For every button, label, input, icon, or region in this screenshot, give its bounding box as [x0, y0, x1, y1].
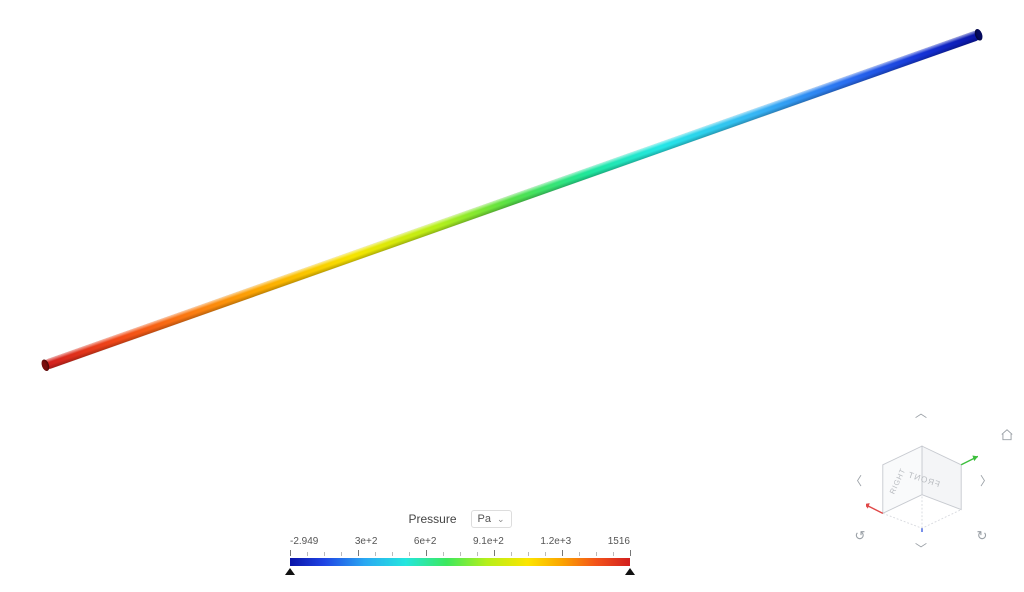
legend-major-tick: [630, 550, 631, 556]
legend-tick-label: -2.949: [290, 536, 318, 547]
legend-tick-label: 9.1e+2: [473, 536, 504, 547]
orbit-left-button[interactable]: 〈: [848, 472, 864, 488]
view-cube[interactable]: FRONT RIGHT TOP x y z: [866, 420, 978, 532]
legend-minor-tick: [409, 552, 410, 556]
chevron-down-icon: ⌄: [497, 514, 505, 525]
legend-minor-tick: [392, 552, 393, 556]
legend-minor-tick: [341, 552, 342, 556]
legend-minor-tick: [477, 552, 478, 556]
legend-minor-tick: [307, 552, 308, 556]
unit-select-value: Pa: [478, 513, 491, 525]
legend-minor-tick: [324, 552, 325, 556]
unit-select[interactable]: Pa ⌄: [471, 510, 512, 528]
legend-tick-label: 1.2e+3: [540, 536, 571, 547]
legend-minor-tick: [596, 552, 597, 556]
legend-title: Pressure: [408, 512, 456, 526]
legend-major-tick: [290, 550, 291, 556]
legend-minor-tick: [545, 552, 546, 556]
home-view-button[interactable]: [980, 418, 996, 434]
viewport-3d[interactable]: Pressure Pa ⌄ -2.949 3e+2 6e+2 9.1e+2 1.2e+3…: [0, 0, 1024, 592]
pipe-surface: [44, 30, 981, 370]
legend-major-tick: [494, 550, 495, 556]
axis-z-label: z: [926, 531, 930, 532]
pipe-geometry[interactable]: [44, 30, 981, 370]
legend-minor-tick: [528, 552, 529, 556]
legend-minor-tick: [375, 552, 376, 556]
legend-tick-labels: -2.949 3e+2 6e+2 9.1e+2 1.2e+3 1516: [290, 536, 630, 547]
legend-header: Pressure Pa ⌄: [290, 510, 630, 528]
orientation-gizmo: ︿ ﹀ 〈 〉 ↺ ↻ FRONT RI: [846, 410, 996, 550]
legend-minor-tick: [579, 552, 580, 556]
orbit-down-button[interactable]: ﹀: [913, 540, 929, 556]
legend-major-tick: [562, 550, 563, 556]
legend-range-handle-max[interactable]: [625, 568, 635, 575]
orbit-right-button[interactable]: 〉: [978, 472, 994, 488]
legend-minor-tick: [511, 552, 512, 556]
legend-tick-label: 3e+2: [355, 536, 378, 547]
legend-major-tick: [426, 550, 427, 556]
legend-bar-wrap: [290, 558, 630, 566]
legend-major-tick: [358, 550, 359, 556]
legend-minor-tick: [613, 552, 614, 556]
legend-minor-tick: [460, 552, 461, 556]
home-icon: [1000, 428, 1014, 442]
legend-gradient-bar[interactable]: [290, 558, 630, 566]
color-legend: Pressure Pa ⌄ -2.949 3e+2 6e+2 9.1e+2 1.2e+3…: [290, 510, 630, 566]
legend-minor-tick: [443, 552, 444, 556]
legend-tick-label: 1516: [608, 536, 630, 547]
legend-ruler: [290, 550, 630, 556]
legend-range-handle-min[interactable]: [285, 568, 295, 575]
legend-tick-label: 6e+2: [414, 536, 437, 547]
orbit-up-button[interactable]: ︿: [913, 404, 929, 420]
